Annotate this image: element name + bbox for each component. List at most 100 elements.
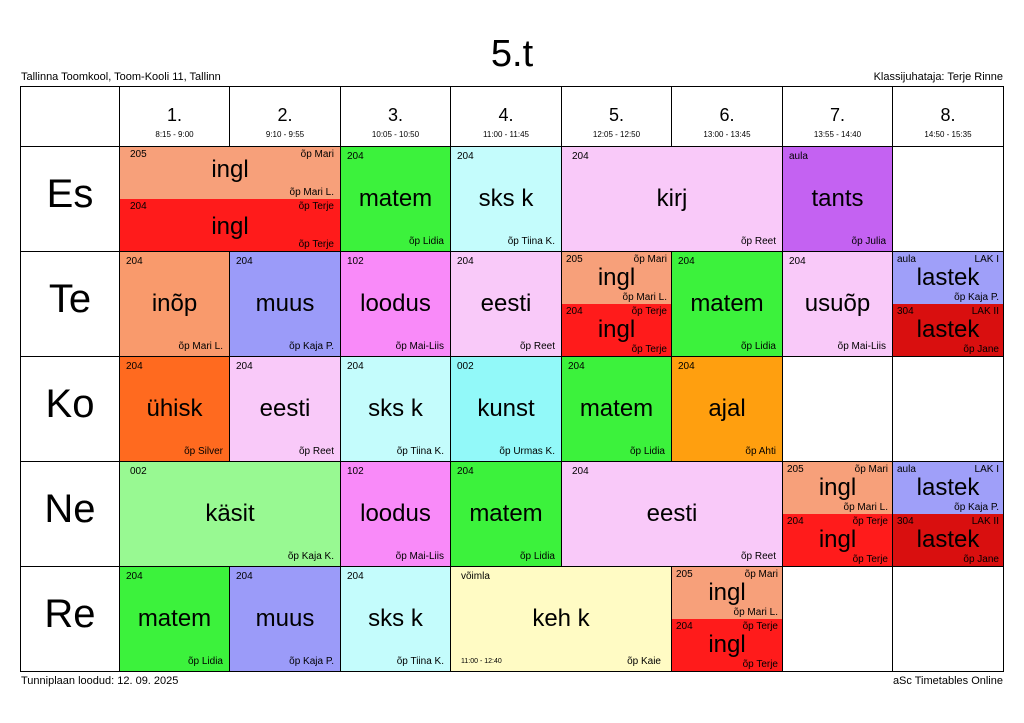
period-number: 7.: [829, 105, 845, 125]
room-label: 204: [457, 466, 474, 477]
lesson-card[interactable]: 204 matem õp Lidia: [562, 357, 671, 461]
room-label: 205: [676, 569, 693, 580]
lesson-card[interactable]: 204 usuõp õp Mai-Liis: [783, 252, 892, 356]
teacher-label: õp Kaja P.: [289, 341, 334, 352]
teacher-label: õp Mari L.: [289, 187, 334, 198]
lesson-card[interactable]: 205 õp Mari ingl õp Mari L.: [120, 147, 340, 199]
lesson-card[interactable]: 304 LAK II lastek õp Jane: [893, 304, 1003, 356]
lesson-card[interactable]: 204 sks k õp Tiina K.: [451, 147, 561, 251]
period-time: 13:00 - 13:45: [703, 130, 751, 139]
grid-line: [229, 87, 230, 671]
group-label: õp Terje: [631, 306, 667, 317]
lesson-card[interactable]: 204 õp Terje ingl õp Terje: [783, 514, 892, 566]
lesson-card[interactable]: 204 sks k õp Tiina K.: [341, 567, 450, 671]
group-label: õp Mari: [854, 464, 888, 475]
lesson-card[interactable]: 204 matem õp Lidia: [672, 252, 782, 356]
teacher-label: õp Lidia: [519, 551, 555, 562]
lesson-card[interactable]: 204 inõp õp Mari L.: [120, 252, 229, 356]
group-label: LAK I: [974, 464, 999, 475]
period-header-1: 1. 8:15 - 9:00: [120, 87, 229, 146]
teacher-label: õp Jane: [963, 344, 999, 355]
lesson-card[interactable]: 205 õp Mari ingl õp Mari L.: [672, 567, 782, 619]
subject-label: matem: [579, 395, 654, 422]
period-number: 3.: [387, 105, 403, 125]
lesson-card[interactable]: aula LAK I lastek õp Kaja P.: [893, 252, 1003, 304]
lesson-card[interactable]: 205 õp Mari ingl õp Mari L.: [562, 252, 671, 304]
room-label: 204: [347, 571, 364, 582]
subject-label: käsit: [205, 500, 255, 527]
grid-line: [340, 87, 341, 671]
room-label: 205: [787, 464, 804, 475]
lesson-card[interactable]: 204 õp Terje ingl õp Terje: [120, 199, 340, 251]
grid-line: [21, 356, 1003, 357]
room-label: 204: [568, 361, 585, 372]
lesson-card[interactable]: 204 muus õp Kaja P.: [230, 252, 340, 356]
group-label: õp Terje: [298, 201, 334, 212]
room-label: 204: [572, 151, 589, 162]
lesson-card[interactable]: 204 eesti õp Reet: [562, 462, 782, 566]
teacher-label: õp Mari L.: [178, 341, 223, 352]
grid-line: [892, 87, 893, 671]
lesson-card[interactable]: 102 loodus õp Mai-Liis: [341, 252, 450, 356]
subject-label: ingl: [211, 213, 249, 240]
room-label: 204: [678, 361, 695, 372]
lesson-card[interactable]: 204 eesti õp Reet: [230, 357, 340, 461]
period-number: 2.: [277, 105, 293, 125]
lesson-card[interactable]: 204 muus õp Kaja P.: [230, 567, 340, 671]
created-date: Tunniplaan loodud: 12. 09. 2025: [21, 675, 179, 687]
lesson-card[interactable]: 304 LAK II lastek õp Jane: [893, 514, 1003, 566]
subject-label: ingl: [597, 264, 636, 291]
teacher-label: õp Lidia: [629, 446, 665, 457]
subject-label: ingl: [597, 316, 636, 343]
lesson-card[interactable]: 002 käsit õp Kaja K.: [120, 462, 340, 566]
lesson-card[interactable]: võimla keh k 11:00 - 12:40 õp Kaie: [451, 567, 671, 671]
period-number: 5.: [608, 105, 624, 125]
group-label: LAK I: [974, 254, 999, 265]
room-label: 304: [897, 516, 914, 527]
room-label: aula: [897, 254, 916, 265]
room-label: 205: [130, 149, 147, 160]
group-label: õp Terje: [742, 621, 778, 632]
lesson-card[interactable]: 002 kunst õp Urmas K.: [451, 357, 561, 461]
teacher-label: õp Mai-Liis: [837, 341, 886, 352]
period-header-3: 3. 10:05 - 10:50: [341, 87, 450, 146]
teacher-label: õp Terje: [298, 239, 334, 250]
period-number: 6.: [719, 105, 735, 125]
lesson-card[interactable]: 204 eesti õp Reet: [451, 252, 561, 356]
room-label: 204: [457, 151, 474, 162]
lesson-card[interactable]: 204 matem õp Lidia: [451, 462, 561, 566]
period-time: 13:55 - 14:40: [813, 130, 862, 139]
teacher-label: õp Tiina K.: [507, 236, 555, 247]
brand-label: aSc Timetables Online: [892, 675, 1003, 687]
lesson-card[interactable]: 102 loodus õp Mai-Liis: [341, 462, 450, 566]
subject-label: inõp: [151, 290, 198, 317]
teacher-label: õp Tiina K.: [396, 446, 444, 457]
day-label-es: Es: [46, 172, 94, 216]
subject-label: kunst: [477, 395, 535, 422]
lesson-card[interactable]: 204 matem õp Lidia: [341, 147, 450, 251]
lesson-card[interactable]: 204 õp Terje ingl õp Terje: [672, 619, 782, 671]
teacher-label: õp Kaja P.: [954, 292, 999, 303]
room-label: 204: [566, 306, 583, 317]
period-time: 9:10 - 9:55: [265, 130, 305, 139]
room-label: aula: [789, 151, 808, 162]
time-note: 11:00 - 12:40: [461, 658, 502, 665]
class-teacher: Klassijuhataja: Terje Rinne: [873, 71, 1003, 83]
period-number: 8.: [940, 105, 956, 125]
group-label: LAK II: [971, 516, 999, 527]
lesson-card[interactable]: 204 ajal õp Ahti: [672, 357, 782, 461]
lesson-card[interactable]: aula tants õp Julia: [783, 147, 892, 251]
lesson-card[interactable]: 204 sks k õp Tiina K.: [341, 357, 450, 461]
subject-label: lastek: [916, 264, 980, 291]
lesson-card[interactable]: 204 ühisk õp Silver: [120, 357, 229, 461]
lesson-card[interactable]: 204 kirj õp Reet: [562, 147, 782, 251]
subject-label: usuõp: [804, 290, 871, 317]
lesson-card[interactable]: aula LAK I lastek õp Kaja P.: [893, 462, 1003, 514]
room-label: 205: [566, 254, 583, 265]
lesson-card[interactable]: 204 õp Terje ingl õp Terje: [562, 304, 671, 356]
teacher-label: õp Reet: [740, 551, 776, 562]
grid-line: [21, 566, 1003, 567]
lesson-card[interactable]: 205 õp Mari ingl õp Mari L.: [783, 462, 892, 514]
period-header-4: 4. 11:00 - 11:45: [451, 87, 561, 146]
lesson-card[interactable]: 204 matem õp Lidia: [120, 567, 229, 671]
